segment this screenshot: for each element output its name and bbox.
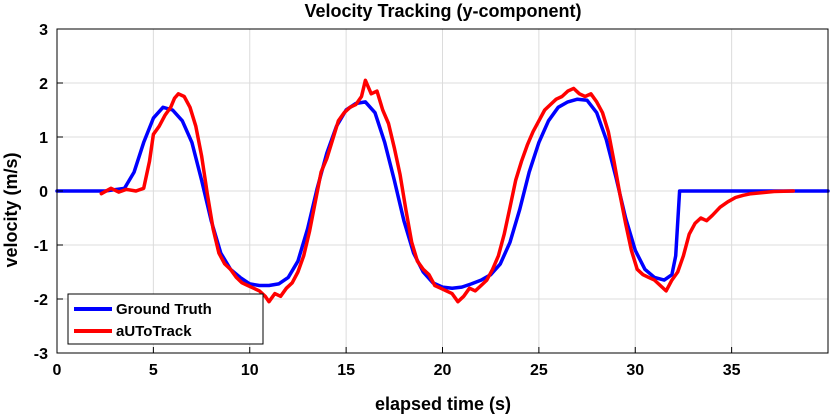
x-tick-label: 5 <box>149 362 158 379</box>
chart-title: Velocity Tracking (y-component) <box>304 1 581 21</box>
x-tick-labels: 0 5 10 15 20 25 30 35 <box>53 362 741 379</box>
series-line-autotrack <box>99 78 796 304</box>
x-tick-label: 25 <box>530 362 548 379</box>
y-tick-label: 0 <box>39 184 48 201</box>
x-tick-label: 10 <box>241 362 259 379</box>
y-tick-label: 2 <box>39 76 48 93</box>
y-tick-label: -3 <box>34 346 48 363</box>
legend-label-autotrack: aUToTrack <box>116 323 192 340</box>
x-tick-label: 30 <box>626 362 644 379</box>
series-lines <box>55 78 830 304</box>
y-tick-labels: -3 -2 -1 0 1 2 3 <box>34 22 48 363</box>
y-tick-label: -1 <box>34 238 48 255</box>
y-tick-label: 1 <box>39 130 48 147</box>
legend-label-ground-truth: Ground Truth <box>116 301 212 318</box>
legend: Ground Truth aUToTrack <box>67 293 264 345</box>
grid-lines <box>56 28 828 354</box>
legend-box <box>67 293 264 345</box>
y-tick-label: 3 <box>39 22 48 39</box>
x-tick-label: 15 <box>337 362 355 379</box>
y-tick-label: -2 <box>34 292 48 309</box>
y-axis-label: velocity (m/s) <box>1 152 21 267</box>
x-tick-label: 0 <box>53 362 62 379</box>
x-axis-label: elapsed time (s) <box>375 394 511 414</box>
tick-marks <box>56 28 733 354</box>
x-tick-label: 20 <box>434 362 452 379</box>
x-tick-label: 35 <box>723 362 741 379</box>
